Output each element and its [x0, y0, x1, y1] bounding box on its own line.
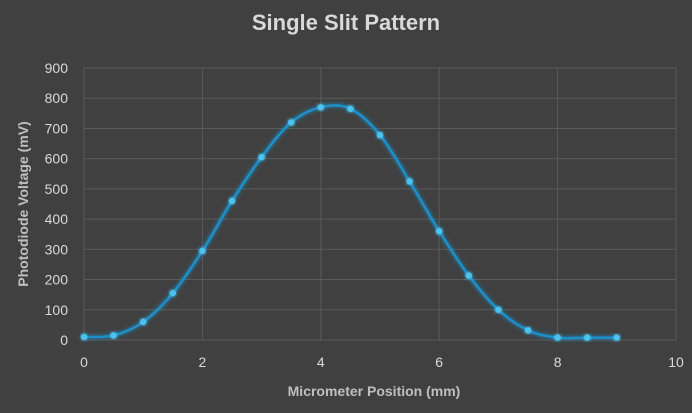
- y-tick-label: 100: [45, 302, 69, 318]
- data-point: [554, 334, 561, 341]
- x-tick-label: 6: [435, 354, 443, 370]
- chart-title: Single Slit Pattern: [251, 10, 441, 35]
- y-tick-label: 200: [45, 272, 69, 288]
- y-tick-labels: 0 100 200 300 400 500 600 700 800 900: [45, 60, 69, 348]
- x-tick-label: 4: [317, 354, 325, 370]
- data-point: [406, 178, 413, 185]
- data-point: [288, 119, 295, 126]
- data-point: [436, 228, 443, 235]
- y-tick-label: 500: [45, 181, 69, 197]
- data-point: [376, 131, 384, 139]
- y-tick-label: 400: [45, 211, 69, 227]
- x-tick-label: 10: [668, 354, 684, 370]
- y-tick-label: 700: [45, 120, 69, 136]
- data-point: [80, 333, 88, 341]
- x-tick-label: 8: [554, 354, 562, 370]
- series-line: [82, 104, 619, 340]
- data-point: [169, 289, 176, 297]
- data-point: [347, 105, 354, 113]
- data-point: [584, 334, 591, 341]
- x-tick-label: 2: [199, 354, 207, 370]
- y-tick-label: 800: [45, 90, 69, 106]
- data-point: [465, 272, 472, 279]
- y-tick-label: 600: [45, 151, 69, 167]
- x-axis-title: Micrometer Position (mm): [288, 383, 461, 399]
- data-point: [524, 327, 532, 334]
- y-axis-title: Photodiode Voltage (mV): [15, 121, 31, 286]
- x-tick-label: 0: [80, 354, 88, 370]
- y-tick-label: 900: [45, 60, 69, 76]
- data-point: [613, 334, 620, 341]
- data-point: [140, 318, 147, 326]
- data-point: [199, 247, 206, 255]
- data-point: [317, 104, 324, 111]
- data-point: [228, 197, 236, 205]
- data-series: [80, 104, 620, 341]
- y-tick-label: 300: [45, 241, 69, 257]
- grid-lines: [83, 67, 677, 341]
- data-point: [495, 306, 502, 313]
- x-tick-labels: 0 2 4 6 8 10: [80, 354, 684, 370]
- data-point: [258, 153, 265, 161]
- y-tick-label: 0: [60, 332, 68, 348]
- data-point: [110, 332, 117, 339]
